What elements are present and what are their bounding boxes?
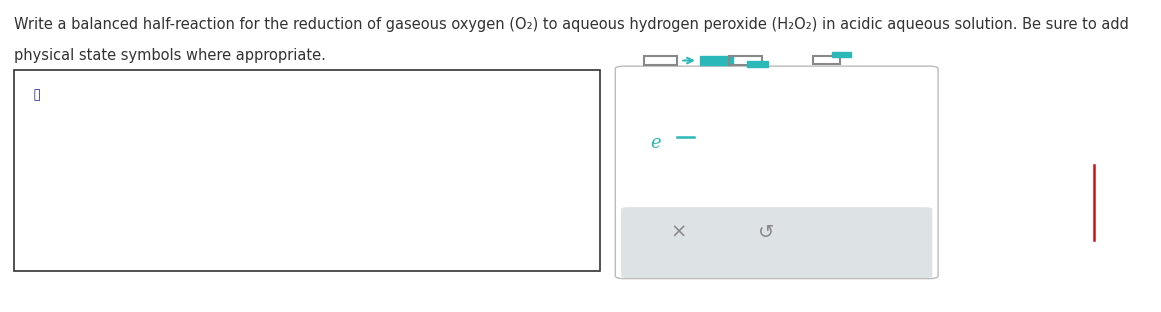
Bar	[700, 56, 733, 65]
Bar	[747, 61, 767, 66]
Bar	[832, 52, 851, 57]
Text: ×: ×	[670, 223, 686, 242]
FancyBboxPatch shape	[615, 66, 938, 279]
Bar	[729, 56, 762, 65]
Bar	[644, 56, 677, 65]
Text: physical state symbols where appropriate.: physical state symbols where appropriate…	[14, 48, 326, 63]
Text: e: e	[650, 134, 661, 152]
Text: Write a balanced half-reaction for the reduction of gaseous oxygen (O₂) to aqueo: Write a balanced half-reaction for the r…	[14, 17, 1128, 32]
Text: ▯: ▯	[33, 87, 41, 102]
Text: ↺: ↺	[758, 223, 774, 242]
Bar	[813, 56, 841, 64]
Bar	[14, 70, 600, 271]
FancyBboxPatch shape	[621, 207, 932, 278]
